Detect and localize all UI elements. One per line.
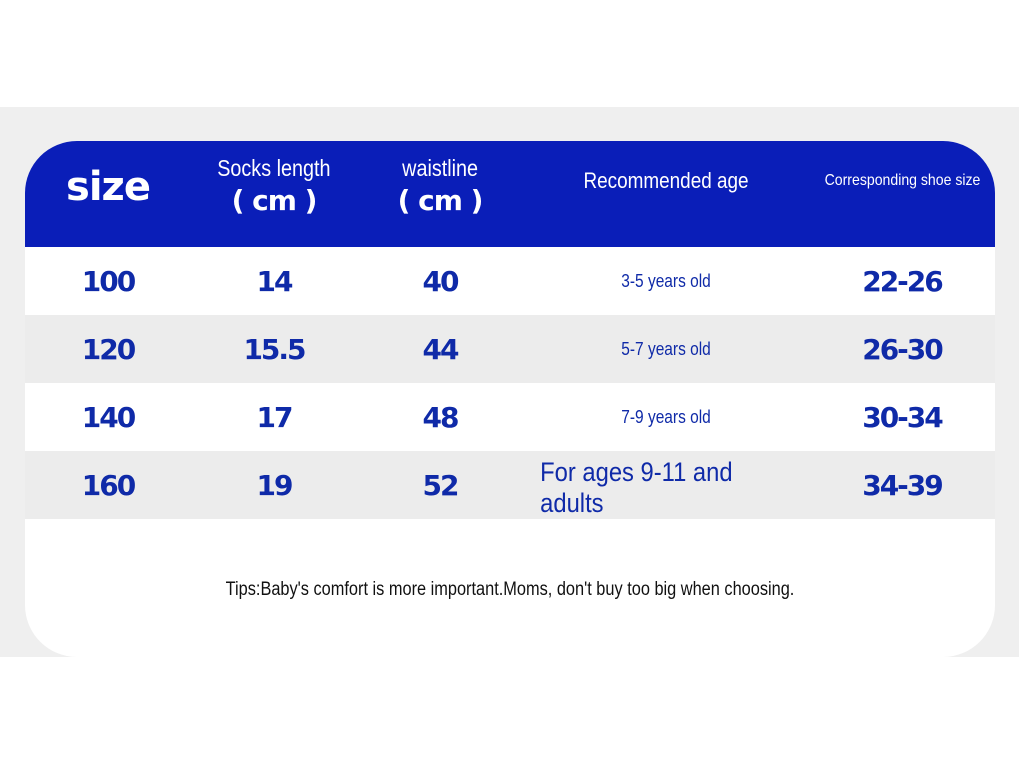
waistline-value: 48 [422,400,460,434]
table-row: 120 15.5 44 5-7 years old 26-30 [25,315,995,383]
header-size: size [25,141,191,247]
header-waist-unit: ( cm ) [397,183,484,217]
header-shoe-size-label: Corresponding shoe size [824,172,980,189]
table-header: size Socks length ( cm ) waistline ( cm … [25,141,995,247]
socks-length-value: 19 [256,468,294,502]
socks-length-value: 15.5 [243,332,306,366]
recommended-age-value: 7-9 years old [621,406,711,427]
waistline-value: 52 [422,468,460,502]
size-value: 120 [81,332,136,366]
size-value: 160 [81,468,136,502]
tips-text: Tips:Baby's comfort is more important.Mo… [225,579,795,600]
table-row: 140 17 48 7-9 years old 30-34 [25,383,995,451]
header-size-label: size [66,164,151,210]
recommended-age-value: For ages 9-11 and adults [540,457,733,518]
shoe-size-value: 34-39 [862,468,944,502]
recommended-age-value: 5-7 years old [621,338,711,359]
socks-length-value: 14 [256,264,294,298]
header-waistline: waistline ( cm ) [357,141,523,247]
header-recommended-age-label: Recommended age [583,168,749,193]
shoe-size-value: 22-26 [862,264,944,298]
size-chart-card: size Socks length ( cm ) waistline ( cm … [25,141,995,657]
header-shoe-size: Corresponding shoe size [809,141,995,247]
table-row: 100 14 40 3-5 years old 22-26 [25,247,995,315]
header-recommended-age: Recommended age [523,141,809,247]
shoe-size-value: 30-34 [862,400,944,434]
recommended-age-value: 3-5 years old [621,270,711,291]
table-row: 160 19 52 For ages 9-11 and adults 34-39 [25,451,995,519]
header-socks-length: Socks length ( cm ) [191,141,357,247]
size-value: 100 [81,264,136,298]
size-value: 140 [81,400,136,434]
shoe-size-value: 26-30 [862,332,944,366]
header-socks-length-label: Socks length [217,154,331,181]
header-socks-unit: ( cm ) [231,183,318,217]
socks-length-value: 17 [256,400,294,434]
header-waistline-label: waistline [402,154,478,181]
waistline-value: 44 [422,332,460,366]
waistline-value: 40 [422,264,460,298]
